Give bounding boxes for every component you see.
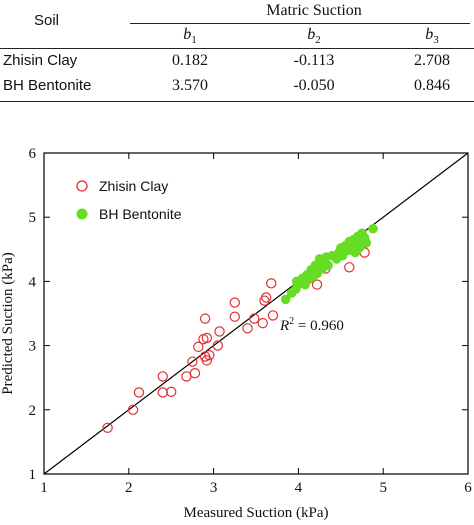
- data-point: [311, 279, 323, 290]
- data-point: [199, 313, 211, 324]
- data-point: [344, 262, 355, 273]
- data-point: [165, 386, 177, 398]
- b3-symbol: b: [425, 26, 434, 43]
- row-2-b3: 0.846: [414, 77, 450, 94]
- legend-marker-bh-bentonite: [76, 208, 88, 220]
- column-header-b3: b3: [425, 26, 439, 46]
- series-zhisin-clay: [102, 247, 370, 433]
- b1-subscript: 1: [191, 34, 197, 47]
- data-point: [181, 371, 192, 382]
- column-header-b2: b2: [307, 26, 321, 46]
- data-point: [157, 371, 168, 382]
- r-symbol: R: [279, 318, 289, 334]
- data-point: [229, 297, 240, 308]
- b2-subscript: 2: [315, 34, 321, 47]
- legend-label-bh-bentonite: BH Bentonite: [99, 206, 182, 222]
- r-exponent: 2: [289, 316, 294, 327]
- data-point: [229, 311, 240, 322]
- data-point: [280, 294, 291, 305]
- data-point: [204, 350, 215, 361]
- b2-symbol: b: [307, 26, 316, 43]
- data-point: [354, 243, 365, 253]
- x-tick-label: 5: [379, 480, 387, 496]
- data-point: [260, 292, 272, 303]
- y-axis-label: Predicted Suction (kPa): [0, 252, 16, 394]
- x-tick-label: 4: [295, 480, 303, 496]
- r-value: = 0.960: [294, 318, 344, 334]
- group-underline: [130, 23, 470, 24]
- row-2-soil: BH Bentonite: [3, 77, 92, 94]
- data-point: [266, 278, 277, 289]
- row-1-b3: 2.708: [414, 52, 450, 69]
- data-point: [214, 326, 225, 337]
- one-to-one-line: [43, 152, 469, 475]
- data-point: [212, 340, 224, 351]
- data-point: [127, 404, 139, 415]
- data-point: [201, 355, 213, 366]
- table-bottom-rule: [0, 101, 474, 102]
- row-2-b2: -0.050: [293, 77, 335, 94]
- y-tick-label: 5: [29, 210, 37, 226]
- data-point: [187, 356, 198, 367]
- legend-marker-zhisin-clay: [76, 180, 88, 192]
- table-header-matric-suction: Matric Suction: [266, 2, 362, 19]
- coefficient-table: Soil Matric Suction b1 b2 b3 Zhisin Clay…: [0, 0, 474, 104]
- data-point: [102, 422, 113, 433]
- legend-label-zhisin-clay: Zhisin Clay: [99, 178, 168, 194]
- header-rule: [0, 48, 474, 49]
- table-header-soil: Soil: [34, 12, 60, 29]
- row-1-b1: 0.182: [172, 52, 208, 69]
- y-tick-label: 3: [29, 339, 37, 355]
- x-axis-label: Measured Suction (kPa): [184, 505, 329, 521]
- b3-subscript: 3: [433, 34, 439, 47]
- y-tick-label: 2: [29, 403, 37, 419]
- column-header-b1: b1: [183, 26, 197, 46]
- y-tick-label: 6: [29, 146, 37, 162]
- r-squared-annotation: R2 = 0.960: [279, 316, 344, 334]
- y-tick-label: 1: [29, 467, 37, 483]
- b1-symbol: b: [183, 26, 192, 43]
- data-point: [361, 238, 372, 248]
- y-tick-label: 4: [29, 274, 37, 290]
- data-point: [267, 310, 279, 321]
- x-tick-label: 3: [210, 480, 218, 496]
- data-point: [249, 313, 260, 324]
- data-point: [193, 341, 204, 353]
- data-point: [157, 387, 168, 398]
- data-point: [257, 317, 268, 329]
- row-1-soil: Zhisin Clay: [3, 52, 78, 69]
- x-tick-label: 2: [125, 480, 133, 496]
- data-point: [323, 260, 333, 271]
- x-tick-label: 1: [40, 480, 48, 496]
- series-bh-bentonite: [280, 223, 378, 305]
- data-point: [368, 223, 378, 234]
- legend: Zhisin Clay BH Bentonite: [76, 178, 182, 222]
- data-point: [201, 332, 213, 344]
- row-2-b1: 3.570: [172, 77, 208, 94]
- x-tick-label: 6: [464, 480, 472, 496]
- row-1-b2: -0.113: [293, 52, 335, 69]
- data-point: [133, 387, 145, 398]
- data-point: [189, 368, 201, 379]
- data-point: [242, 323, 253, 334]
- plot-frame: [43, 152, 469, 475]
